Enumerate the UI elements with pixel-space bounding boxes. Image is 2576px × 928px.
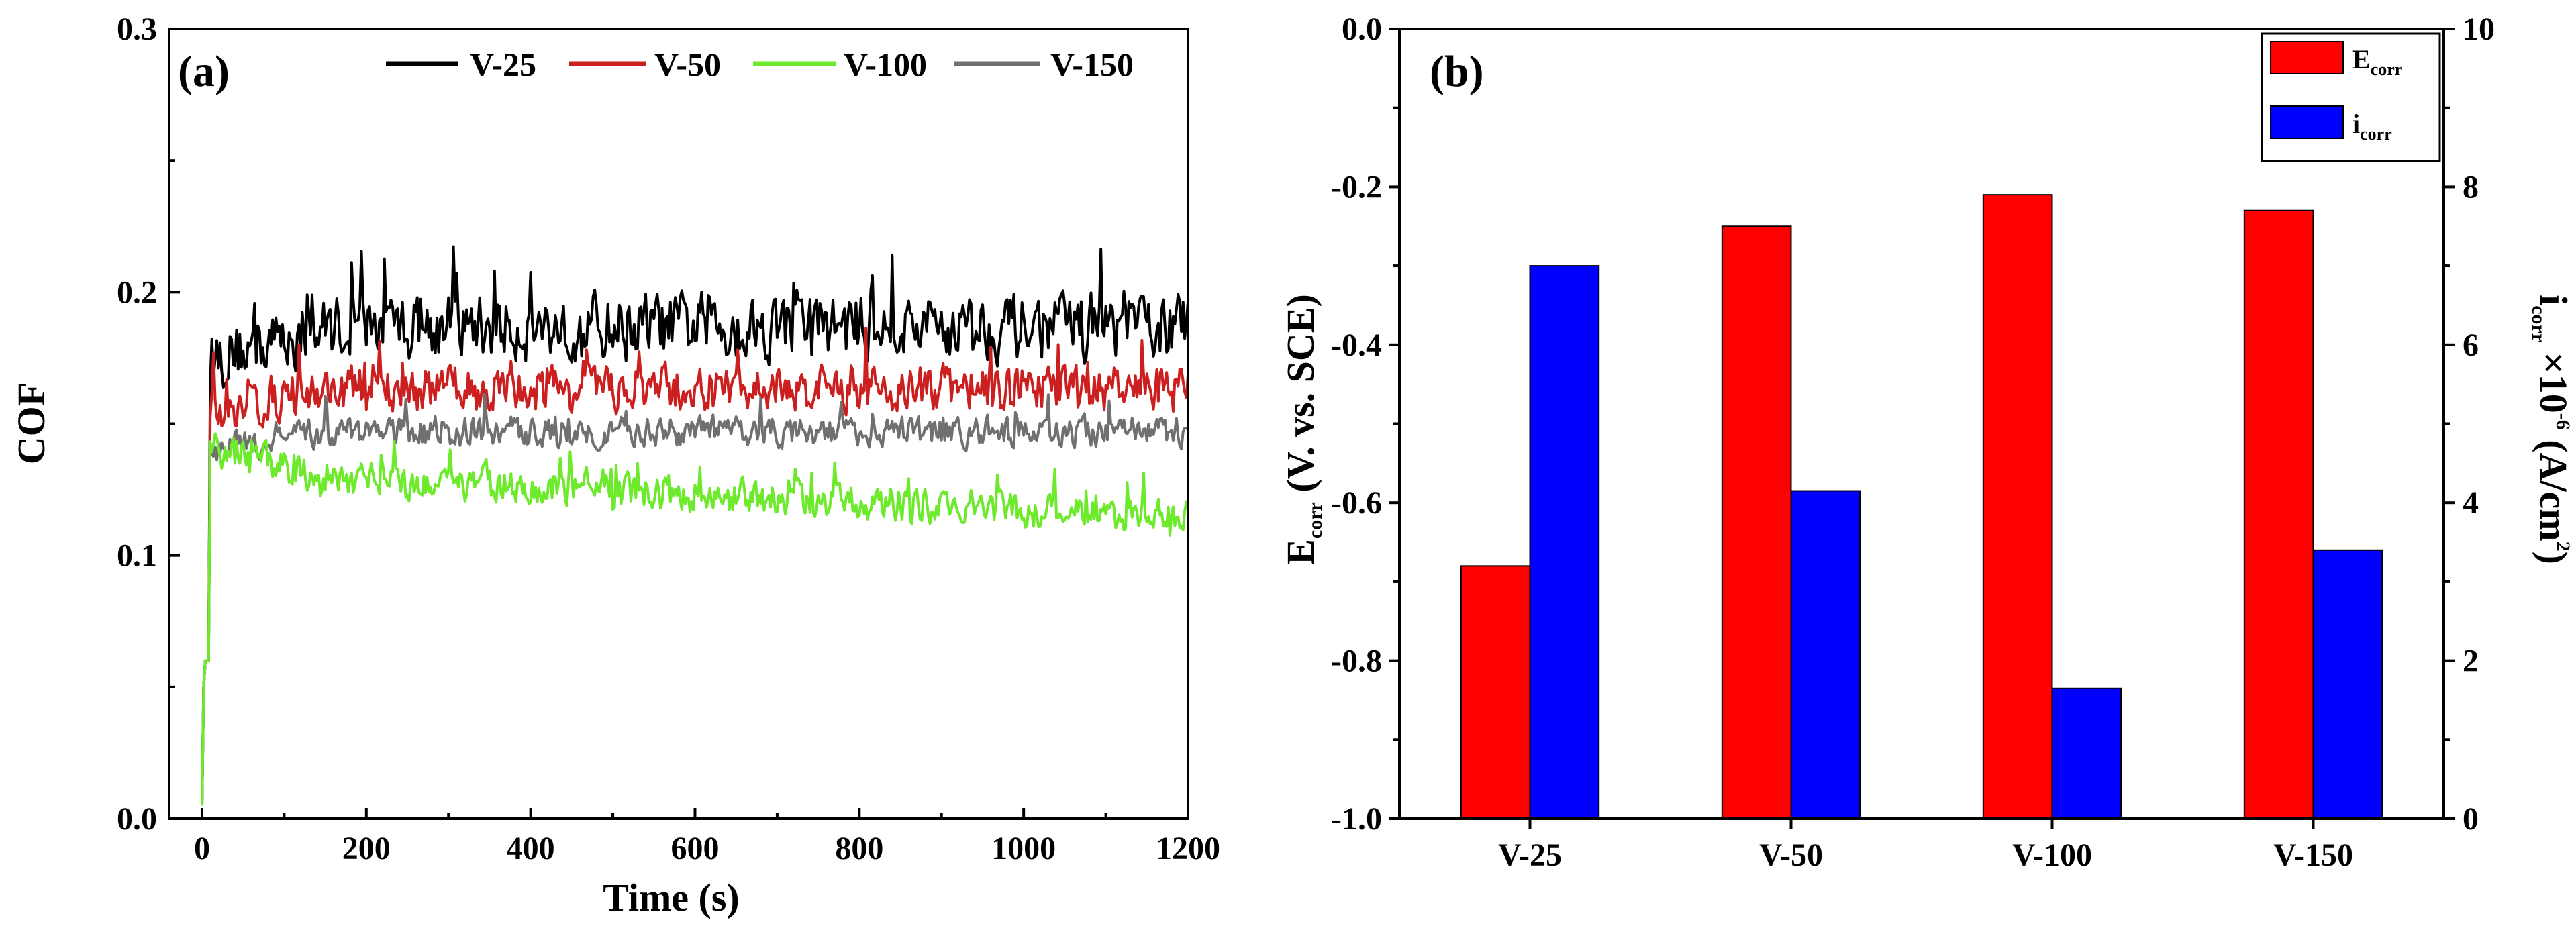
category-label: V-150	[2273, 837, 2353, 873]
bar-icorr-v-25	[1529, 265, 1600, 820]
legend-ecorr-main: E	[2352, 44, 2371, 74]
legend-label-v-25: V-25	[470, 46, 536, 83]
y-tick-label: 0.1	[117, 538, 157, 574]
right-label-mid: ×10	[2532, 342, 2575, 413]
y-tick-label: 0.3	[117, 11, 157, 47]
left-y-tick-label: -0.6	[1331, 485, 1382, 521]
category-label: V-50	[1759, 837, 1823, 873]
right-y-tick-label: 8	[2463, 169, 2479, 205]
left-y-tick-label: -0.8	[1331, 643, 1382, 679]
legend-label-v-50: V-50	[654, 46, 721, 83]
cof-series-v-150	[201, 393, 1189, 806]
right-label-sup2: 2	[2552, 542, 2574, 552]
bar-ecorr-v-100	[1982, 194, 2053, 820]
bar-ecorr-v-25	[1460, 565, 1531, 819]
right-y-tick-label: 6	[2463, 327, 2479, 363]
right-y-tick-label: 10	[2463, 11, 2495, 47]
bar-icorr-v-150	[2312, 549, 2383, 819]
panel-a-cof-chart: 0 200 400 600 800 1000 1200 0.0 0.1 0.2 0.3 (a) Ti…	[9, 11, 1220, 919]
panel-b-corrosion-chart: V-25 V-50 V-100 V-150 0.0 -0.2 -0.4 -0.6 -0.8 -1.…	[1279, 11, 2575, 873]
left-label-sub: corr	[1304, 502, 1326, 539]
panel-b-legend: Ecorr icorr	[2261, 32, 2441, 162]
legend-icorr-sub: corr	[2360, 124, 2392, 144]
bar-icorr-v-50	[1790, 490, 1861, 819]
panel-b-ticks: V-25 V-50 V-100 V-150 0.0 -0.2 -0.4 -0.6 -0.8 -1.…	[1331, 11, 2495, 873]
panel-a-frame	[168, 28, 1189, 820]
legend-label-ecorr: Ecorr	[2352, 44, 2402, 79]
category-label: V-25	[1498, 837, 1562, 873]
cof-series-v-25	[201, 245, 1189, 806]
left-y-tick-label: -1.0	[1331, 801, 1382, 837]
panel-a-legend: V-25 V-50 V-100 V-150	[386, 46, 1134, 83]
panel-a-ticks: 0 200 400 600 800 1000 1200 0.0 0.1 0.2 0.3	[117, 11, 1220, 866]
x-tick-label: 1200	[1156, 831, 1220, 866]
category-label: V-100	[2012, 837, 2092, 873]
x-tick-label: 200	[342, 831, 391, 866]
left-label-rest: (V. vs. SCE)	[1279, 294, 1322, 502]
legend-label-v-100: V-100	[844, 46, 927, 83]
legend-swatch-ecorr	[2270, 41, 2344, 74]
legend-swatch-icorr	[2270, 105, 2344, 139]
panel-a-label: (a)	[178, 47, 230, 96]
panel-b-label: (b)	[1430, 47, 1484, 96]
right-label-sub: corr	[2528, 305, 2550, 342]
panel-b-left-y-axis-label: Ecorr (V. vs. SCE)	[1279, 294, 1326, 565]
right-label-main: i	[2532, 295, 2575, 305]
left-label-main: E	[1279, 539, 1322, 565]
right-y-tick-label: 0	[2463, 801, 2479, 837]
x-tick-label: 0	[194, 831, 210, 866]
y-tick-label: 0.2	[117, 274, 157, 310]
cof-lines	[201, 245, 1189, 806]
cof-series-v-100	[201, 432, 1189, 806]
left-y-tick-label: -0.2	[1331, 169, 1382, 205]
y-tick-label: 0.0	[117, 801, 157, 837]
x-tick-label: 800	[835, 831, 883, 866]
legend-label-v-150: V-150	[1050, 46, 1134, 83]
bar-ecorr-v-150	[2243, 209, 2314, 819]
left-y-tick-label: -0.4	[1331, 327, 1382, 363]
panel-b-right-y-axis-label: icorr ×10-6 (A/cm2)	[2528, 295, 2575, 564]
right-label-end: )	[2532, 552, 2575, 564]
right-label-rest: (A/cm	[2532, 430, 2575, 542]
bar-ecorr-v-50	[1721, 225, 1792, 819]
bar-icorr-v-100	[2051, 687, 2122, 820]
corrosion-bars	[1460, 194, 2383, 820]
x-tick-label: 400	[507, 831, 555, 866]
panel-a-y-axis-label: COF	[9, 382, 53, 464]
cof-series-v-50	[201, 327, 1189, 806]
left-y-tick-label: 0.0	[1342, 11, 1382, 47]
panel-a-x-axis-label: Time (s)	[603, 876, 740, 919]
legend-ecorr-sub: corr	[2371, 60, 2403, 79]
legend-icorr-main: i	[2352, 109, 2360, 139]
legend-label-icorr: icorr	[2352, 109, 2392, 144]
x-tick-label: 600	[671, 831, 719, 866]
right-label-sup: -6	[2552, 413, 2574, 430]
right-y-tick-label: 2	[2463, 643, 2479, 679]
x-tick-label: 1000	[991, 831, 1056, 866]
right-y-tick-label: 4	[2463, 485, 2479, 521]
